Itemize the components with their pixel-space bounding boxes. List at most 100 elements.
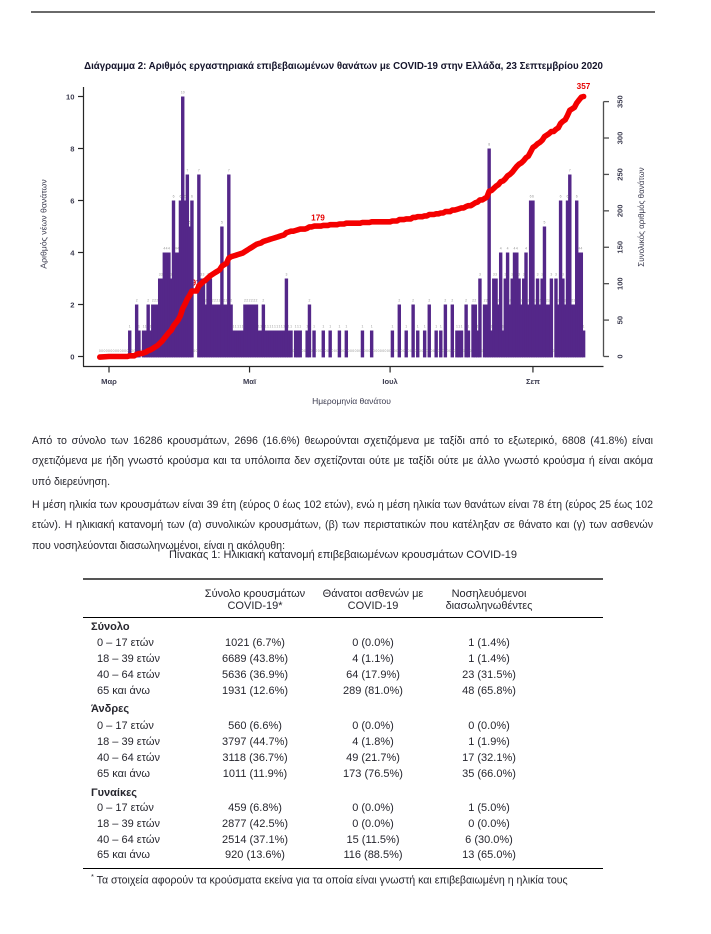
- svg-text:3: 3: [161, 272, 163, 276]
- svg-text:5: 5: [544, 220, 546, 224]
- svg-text:3: 3: [285, 272, 287, 276]
- svg-text:0: 0: [366, 349, 368, 353]
- svg-text:0: 0: [113, 349, 115, 353]
- svg-text:0: 0: [106, 349, 108, 353]
- svg-text:1: 1: [145, 324, 147, 328]
- svg-text:1: 1: [491, 324, 493, 328]
- svg-text:0: 0: [419, 349, 421, 353]
- svg-text:2: 2: [216, 298, 218, 302]
- svg-text:0: 0: [327, 349, 329, 353]
- svg-text:3: 3: [523, 272, 525, 276]
- svg-text:1: 1: [237, 324, 239, 328]
- svg-text:2: 2: [226, 298, 228, 302]
- svg-text:0: 0: [355, 349, 357, 353]
- svg-text:2: 2: [246, 298, 248, 302]
- svg-text:0: 0: [336, 349, 338, 353]
- svg-text:2: 2: [253, 298, 255, 302]
- svg-text:10: 10: [181, 90, 185, 94]
- svg-text:2: 2: [484, 298, 486, 302]
- svg-text:2: 2: [557, 298, 559, 302]
- svg-text:4: 4: [163, 246, 165, 250]
- svg-text:2: 2: [465, 298, 467, 302]
- svg-text:1: 1: [295, 324, 297, 328]
- svg-text:0: 0: [341, 349, 343, 353]
- svg-text:Ημερομηνία θανάτου: Ημερομηνία θανάτου: [312, 396, 391, 406]
- svg-text:6: 6: [576, 194, 578, 198]
- svg-text:0: 0: [481, 349, 483, 353]
- svg-text:3: 3: [200, 272, 202, 276]
- svg-text:93: 93: [191, 279, 201, 288]
- svg-text:Σεπ: Σεπ: [526, 377, 540, 386]
- svg-text:0: 0: [616, 354, 625, 358]
- svg-text:1: 1: [279, 324, 281, 328]
- svg-text:2: 2: [212, 298, 214, 302]
- svg-text:4: 4: [166, 246, 168, 250]
- svg-text:0: 0: [389, 349, 391, 353]
- svg-text:1: 1: [260, 324, 262, 328]
- svg-text:2: 2: [573, 298, 575, 302]
- svg-text:0: 0: [408, 349, 410, 353]
- svg-text:0: 0: [122, 349, 124, 353]
- svg-text:1: 1: [322, 324, 324, 328]
- svg-text:0: 0: [359, 349, 361, 353]
- svg-text:0: 0: [396, 349, 398, 353]
- svg-text:1: 1: [143, 324, 145, 328]
- svg-text:Ιουλ: Ιουλ: [382, 377, 398, 386]
- svg-text:0: 0: [304, 349, 306, 353]
- svg-text:1: 1: [276, 324, 278, 328]
- svg-text:0: 0: [442, 349, 444, 353]
- svg-text:2: 2: [256, 298, 258, 302]
- svg-text:1: 1: [371, 324, 373, 328]
- svg-text:2: 2: [527, 298, 529, 302]
- svg-text:2: 2: [428, 298, 430, 302]
- svg-text:4: 4: [580, 246, 582, 250]
- svg-text:4: 4: [175, 246, 177, 250]
- svg-text:7: 7: [198, 168, 200, 172]
- svg-text:200: 200: [616, 205, 625, 218]
- svg-text:1: 1: [239, 324, 241, 328]
- svg-text:2: 2: [70, 301, 74, 310]
- svg-text:179: 179: [311, 214, 325, 223]
- svg-text:2: 2: [474, 298, 476, 302]
- svg-text:2: 2: [136, 298, 138, 302]
- svg-text:1: 1: [290, 324, 292, 328]
- svg-text:150: 150: [616, 241, 625, 254]
- svg-text:300: 300: [616, 132, 625, 145]
- svg-text:0: 0: [115, 349, 117, 353]
- svg-text:1: 1: [467, 324, 469, 328]
- svg-text:1: 1: [242, 324, 244, 328]
- svg-text:0: 0: [373, 349, 375, 353]
- svg-text:Αριθμός νέων θανάτων: Αριθμός νέων θανάτων: [39, 179, 49, 269]
- svg-text:250: 250: [616, 168, 625, 181]
- svg-text:2: 2: [564, 298, 566, 302]
- svg-text:2: 2: [214, 298, 216, 302]
- svg-text:0: 0: [394, 349, 396, 353]
- svg-text:0: 0: [101, 349, 103, 353]
- svg-text:2: 2: [451, 298, 453, 302]
- svg-text:0: 0: [401, 349, 403, 353]
- svg-text:1: 1: [458, 324, 460, 328]
- svg-text:4: 4: [516, 246, 518, 250]
- svg-text:0: 0: [421, 349, 423, 353]
- svg-text:10: 10: [66, 93, 74, 102]
- svg-text:6: 6: [530, 194, 532, 198]
- svg-text:50: 50: [616, 316, 625, 324]
- svg-text:3: 3: [493, 272, 495, 276]
- svg-text:0: 0: [350, 349, 352, 353]
- svg-text:1: 1: [477, 324, 479, 328]
- svg-text:0: 0: [302, 349, 304, 353]
- svg-text:0: 0: [193, 349, 195, 353]
- svg-text:0: 0: [292, 349, 294, 353]
- svg-text:3: 3: [479, 272, 481, 276]
- svg-text:2: 2: [205, 298, 207, 302]
- svg-text:1: 1: [417, 324, 419, 328]
- svg-text:0: 0: [431, 349, 433, 353]
- svg-text:0: 0: [103, 349, 105, 353]
- svg-text:0: 0: [414, 349, 416, 353]
- svg-text:2: 2: [223, 298, 225, 302]
- svg-text:0: 0: [378, 349, 380, 353]
- svg-text:0: 0: [403, 349, 405, 353]
- svg-text:1: 1: [424, 324, 426, 328]
- svg-text:1: 1: [258, 324, 260, 328]
- svg-text:1: 1: [269, 324, 271, 328]
